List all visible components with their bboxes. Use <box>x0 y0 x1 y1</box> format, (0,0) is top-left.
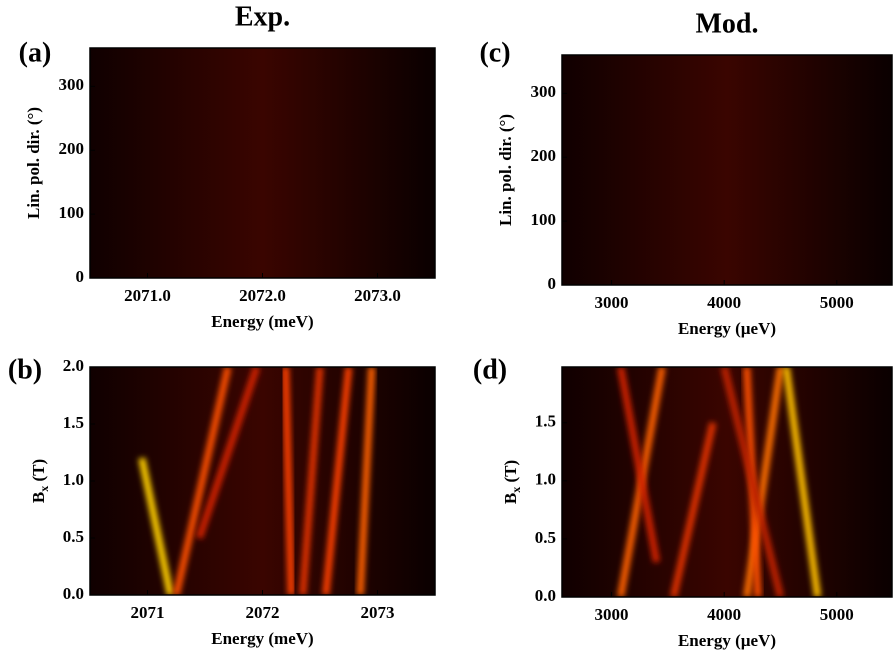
panel: 2071 2072 2073 0.0 0.5 1.0 1.5 2.0 Energy (meV) B… <box>8 354 436 648</box>
y-tick-label: 100 <box>59 203 85 222</box>
column-title: Exp. <box>235 1 290 32</box>
plot-frame <box>561 366 893 598</box>
panel: 3000 4000 5000 0.0 0.5 1.0 1.5 Energy (µeV) Bx (… <box>473 354 893 650</box>
x-axis-label: Energy (µeV) <box>678 631 776 650</box>
panel-label: (c) <box>479 37 510 68</box>
y-label-main: B <box>501 493 520 504</box>
intensity-ridge <box>299 367 324 595</box>
y-label-unit: (T) <box>501 460 520 487</box>
y-tick-label: 1.0 <box>63 470 84 489</box>
intensity-ridge <box>282 367 295 595</box>
intensity-ridge <box>743 367 784 597</box>
x-tick-label: 5000 <box>820 293 854 312</box>
x-tick-label: 4000 <box>707 605 741 624</box>
intensity-ridge <box>720 367 784 597</box>
intensity-ridge <box>195 367 261 540</box>
x-tick-label: 2073.0 <box>354 286 401 305</box>
heatmap-background <box>562 367 892 597</box>
y-tick-label: 1.5 <box>535 412 556 431</box>
y-label-unit: (T) <box>29 459 48 486</box>
x-tick-label: 3000 <box>595 293 629 312</box>
y-axis-label: Bx (T) <box>501 460 523 504</box>
x-tick-label: 2071 <box>131 603 165 622</box>
ridges <box>138 367 376 595</box>
y-tick-label: 200 <box>59 139 85 158</box>
panel-label: (b) <box>8 354 42 385</box>
ridges <box>178 48 370 278</box>
panel: 3000 4000 5000 0 100 200 300 Energy (µeV) Lin. p… <box>479 8 893 338</box>
y-tick-label: 0.0 <box>63 584 84 603</box>
plot-frame <box>561 54 893 286</box>
x-tick-label: 4000 <box>707 293 741 312</box>
x-tick-label: 2071.0 <box>124 286 171 305</box>
y-label-main: B <box>29 492 48 503</box>
y-tick-label: 1.0 <box>535 470 556 489</box>
y-tick-label: 0.5 <box>535 528 556 547</box>
y-tick-label: 1.5 <box>63 413 84 432</box>
intensity-ridge <box>782 367 822 597</box>
ridges <box>617 367 822 597</box>
intensity-ridge <box>670 421 717 597</box>
y-tick-label: 300 <box>59 75 85 94</box>
x-tick-label: 5000 <box>820 605 854 624</box>
heatmap-background <box>562 55 892 285</box>
y-tick-label: 0 <box>548 274 557 293</box>
y-tick-label: 200 <box>531 146 557 165</box>
x-axis-label: Energy (meV) <box>211 629 313 648</box>
x-tick-label: 2072 <box>246 603 280 622</box>
y-label-sub: x <box>509 487 523 493</box>
panel-label: (d) <box>473 354 507 385</box>
panel: 2071.0 2072.0 2073.0 0 100 200 300 Energy (meV)… <box>19 1 436 331</box>
y-tick-label: 0 <box>76 267 85 286</box>
intensity-ridge <box>138 457 174 595</box>
heatmap-background <box>90 48 435 278</box>
x-axis-label: Energy (µeV) <box>678 319 776 338</box>
x-tick-label: 2073 <box>361 603 395 622</box>
panel-label: (a) <box>19 37 52 68</box>
y-label-sub: x <box>37 486 51 492</box>
y-tick-label: 2.0 <box>63 356 84 375</box>
intensity-ridge <box>356 367 376 595</box>
ridges <box>619 55 841 285</box>
y-axis-label: Lin. pol. dir. (°) <box>496 114 515 226</box>
y-tick-label: 100 <box>531 210 557 229</box>
x-tick-label: 2072.0 <box>239 286 286 305</box>
y-tick-label: 0.5 <box>63 527 84 546</box>
y-axis-label: Bx (T) <box>29 459 51 503</box>
y-tick-label: 300 <box>531 82 557 101</box>
y-axis-label: Lin. pol. dir. (°) <box>24 107 43 219</box>
y-tick-label: 0.0 <box>535 586 556 605</box>
column-title: Mod. <box>696 8 759 39</box>
intensity-ridge <box>322 367 353 595</box>
x-axis-label: Energy (meV) <box>211 312 313 331</box>
heatmap-background <box>90 367 435 595</box>
x-tick-label: 3000 <box>595 605 629 624</box>
